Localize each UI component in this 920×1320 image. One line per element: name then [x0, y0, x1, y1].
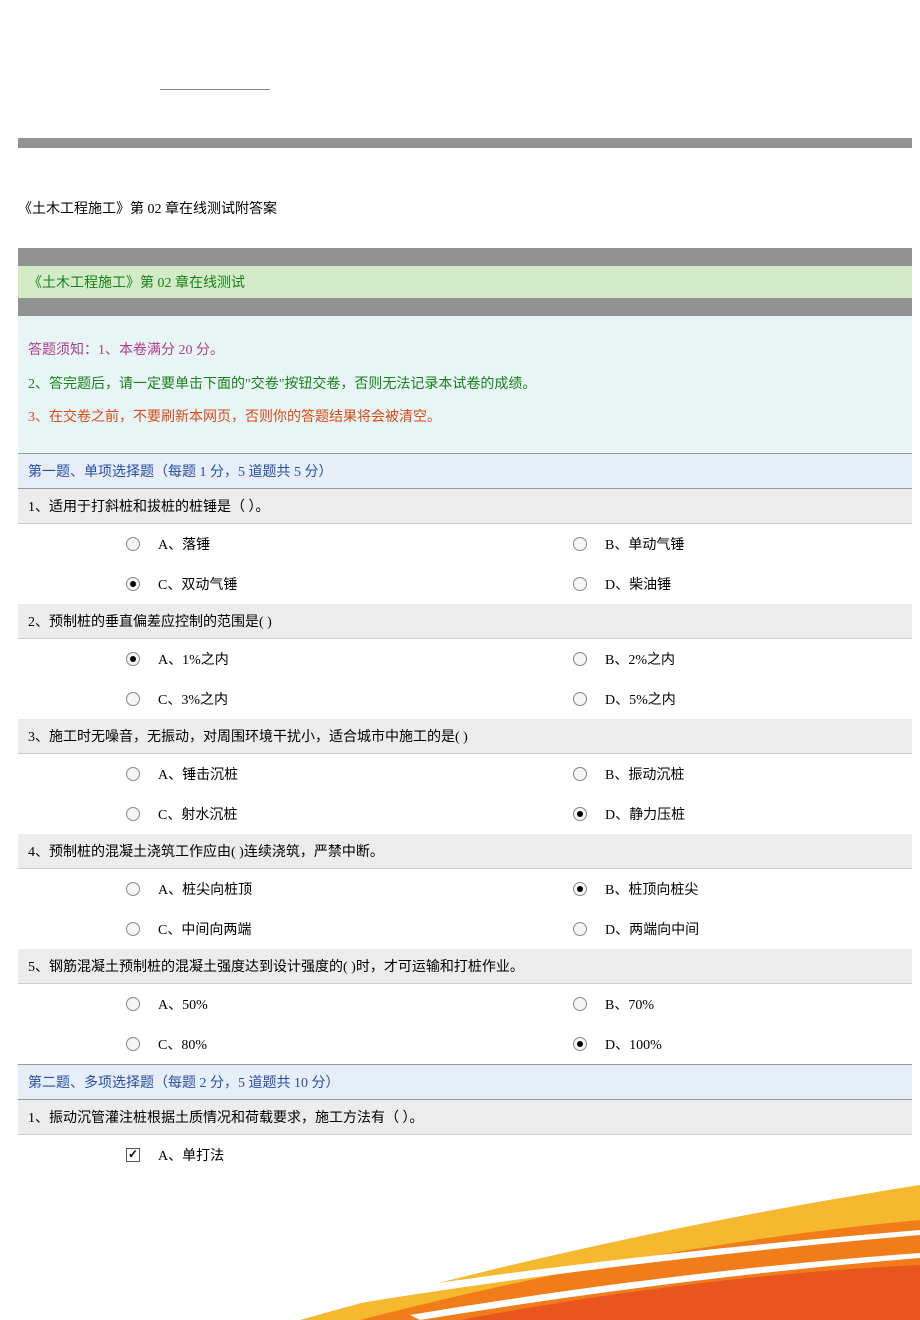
radio-icon-checked	[126, 652, 140, 666]
question-1-row-2: C、双动气锤 D、柴油锤	[18, 564, 912, 604]
question-2-row-2: C、3%之内 D、5%之内	[18, 679, 912, 719]
q3-option-a[interactable]: A、锤击沉桩	[18, 754, 465, 794]
question-2-row-1: A、1%之内 B、2%之内	[18, 639, 912, 679]
instructions-box: 答题须知：1、本卷满分 20 分。 2、答完题后，请一定要单击下面的"交卷"按钮…	[18, 316, 912, 453]
option-label: B、2%之内	[605, 649, 675, 669]
radio-icon	[126, 807, 140, 821]
option-label: B、70%	[605, 994, 654, 1014]
question-1-text: 1、适用于打斜桩和拔桩的桩锤是（ ）。	[18, 489, 912, 524]
q2-option-c[interactable]: C、3%之内	[18, 679, 465, 719]
radio-icon	[126, 1037, 140, 1051]
q1-option-d[interactable]: D、柴油锤	[465, 564, 912, 604]
q4-option-d[interactable]: D、两端向中间	[465, 909, 912, 949]
s2-q1-option-a[interactable]: A、单打法	[18, 1135, 912, 1175]
option-label: A、桩尖向桩顶	[158, 879, 252, 899]
radio-icon	[126, 767, 140, 781]
option-label: D、静力压桩	[605, 804, 685, 824]
radio-icon-checked	[573, 807, 587, 821]
option-label: B、桩顶向桩尖	[605, 879, 698, 899]
section-1-header: 第一题、单项选择题（每题 1 分，5 道题共 5 分）	[18, 453, 912, 489]
question-5-row-2: C、80% D、100%	[18, 1024, 912, 1064]
top-gray-bar	[18, 138, 912, 148]
radio-icon-checked	[573, 1037, 587, 1051]
q4-option-b[interactable]: B、桩顶向桩尖	[465, 869, 912, 909]
q1-option-c[interactable]: C、双动气锤	[18, 564, 465, 604]
footer-decoration	[0, 1175, 920, 1320]
option-label: A、1%之内	[158, 649, 229, 669]
radio-icon	[126, 692, 140, 706]
q5-option-b[interactable]: B、70%	[465, 984, 912, 1024]
q2-option-a[interactable]: A、1%之内	[18, 639, 465, 679]
section-2-header: 第二题、多项选择题（每题 2 分，5 道题共 10 分）	[18, 1064, 912, 1100]
q3-option-b[interactable]: B、振动沉桩	[465, 754, 912, 794]
question-4-row-1: A、桩尖向桩顶 B、桩顶向桩尖	[18, 869, 912, 909]
checkbox-icon-checked	[126, 1148, 140, 1162]
option-label: C、中间向两端	[158, 919, 251, 939]
radio-icon	[573, 922, 587, 936]
option-label: A、50%	[158, 994, 208, 1014]
q1-option-b[interactable]: B、单动气锤	[465, 524, 912, 564]
radio-icon	[573, 652, 587, 666]
instruction-line-1: 答题须知：1、本卷满分 20 分。	[28, 334, 902, 368]
radio-icon	[573, 537, 587, 551]
q4-option-a[interactable]: A、桩尖向桩顶	[18, 869, 465, 909]
question-5-text: 5、钢筋混凝土预制桩的混凝土强度达到设计强度的( )时，才可运输和打桩作业。	[18, 949, 912, 984]
header-underline	[160, 0, 270, 90]
option-label: C、80%	[158, 1034, 207, 1054]
option-label: A、锤击沉桩	[158, 764, 238, 784]
radio-icon	[573, 767, 587, 781]
radio-icon	[126, 537, 140, 551]
instruction-line-2: 2、答完题后，请一定要单击下面的"交卷"按钮交卷，否则无法记录本试卷的成绩。	[28, 368, 902, 402]
radio-icon	[573, 997, 587, 1011]
instruction-line-3: 3、在交卷之前，不要刷新本网页，否则你的答题结果将会被清空。	[28, 401, 902, 435]
question-2-text: 2、预制桩的垂直偏差应控制的范围是( )	[18, 604, 912, 639]
q2-option-d[interactable]: D、5%之内	[465, 679, 912, 719]
q5-option-a[interactable]: A、50%	[18, 984, 465, 1024]
option-label: A、单打法	[158, 1145, 224, 1165]
option-label: D、柴油锤	[605, 574, 671, 594]
question-4-row-2: C、中间向两端 D、两端向中间	[18, 909, 912, 949]
q3-option-c[interactable]: C、射水沉桩	[18, 794, 465, 834]
radio-icon	[573, 692, 587, 706]
q2-option-b[interactable]: B、2%之内	[465, 639, 912, 679]
question-3-text: 3、施工时无噪音，无振动，对周围环境干扰小，适合城市中施工的是( )	[18, 719, 912, 754]
section2-question-1-text: 1、振动沉管灌注桩根据土质情况和荷载要求，施工方法有（ ）。	[18, 1100, 912, 1135]
question-5-row-1: A、50% B、70%	[18, 984, 912, 1024]
q1-option-a[interactable]: A、落锤	[18, 524, 465, 564]
option-label: B、单动气锤	[605, 534, 684, 554]
q3-option-d[interactable]: D、静力压桩	[465, 794, 912, 834]
radio-icon	[126, 922, 140, 936]
radio-icon-checked	[573, 882, 587, 896]
radio-icon-checked	[126, 577, 140, 591]
q5-option-c[interactable]: C、80%	[18, 1024, 465, 1064]
test-title-bar: 《土木工程施工》第 02 章在线测试	[18, 266, 912, 298]
option-label: D、两端向中间	[605, 919, 699, 939]
option-label: C、射水沉桩	[158, 804, 237, 824]
separator-bar-2	[18, 298, 912, 316]
question-4-text: 4、预制桩的混凝土浇筑工作应由( )连续浇筑，严禁中断。	[18, 834, 912, 869]
radio-icon	[126, 882, 140, 896]
option-label: D、5%之内	[605, 689, 676, 709]
question-1-row-1: A、落锤 B、单动气锤	[18, 524, 912, 564]
radio-icon	[573, 577, 587, 591]
question-3-row-2: C、射水沉桩 D、静力压桩	[18, 794, 912, 834]
option-label: C、双动气锤	[158, 574, 237, 594]
page: 《土木工程施工》第 02 章在线测试附答案 《土木工程施工》第 02 章在线测试…	[0, 0, 920, 1320]
radio-icon	[126, 997, 140, 1011]
q4-option-c[interactable]: C、中间向两端	[18, 909, 465, 949]
option-label: B、振动沉桩	[605, 764, 684, 784]
document-title: 《土木工程施工》第 02 章在线测试附答案	[18, 198, 920, 218]
option-label: D、100%	[605, 1034, 662, 1054]
question-3-row-1: A、锤击沉桩 B、振动沉桩	[18, 754, 912, 794]
separator-bar-1	[18, 248, 912, 266]
option-label: A、落锤	[158, 534, 210, 554]
q5-option-d[interactable]: D、100%	[465, 1024, 912, 1064]
option-label: C、3%之内	[158, 689, 228, 709]
section2-q1-row-1: A、单打法	[18, 1135, 912, 1175]
